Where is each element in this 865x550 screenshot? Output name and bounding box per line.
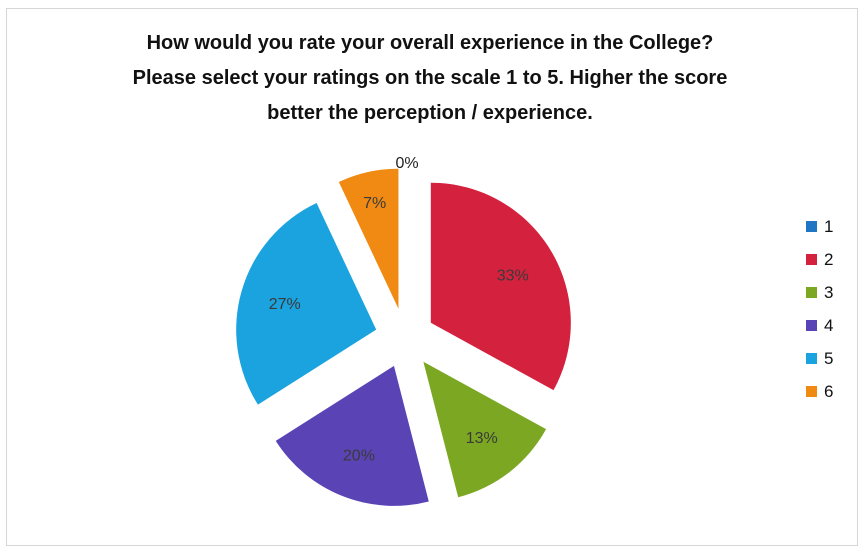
chart-legend: 1 2 3 4 5 6 <box>806 210 850 408</box>
pie-slice-4 <box>275 365 429 506</box>
legend-label-4: 4 <box>824 315 834 335</box>
legend-item-1: 1 <box>806 210 850 243</box>
pie-slice-2 <box>430 182 571 391</box>
data-label-4: 20% <box>343 447 375 464</box>
pie-slice-3 <box>423 361 547 498</box>
data-label-3: 13% <box>466 430 498 447</box>
chart-title: How would you rate your overall experien… <box>132 32 728 124</box>
legend-label-6: 6 <box>824 381 834 401</box>
legend-label-1: 1 <box>824 216 834 236</box>
legend-label-5: 5 <box>824 348 834 368</box>
legend-swatch-5 <box>806 353 817 364</box>
legend-item-6: 6 <box>806 375 850 408</box>
legend-item-5: 5 <box>806 342 850 375</box>
legend-swatch-4 <box>806 320 817 331</box>
legend-item-2: 2 <box>806 243 850 276</box>
legend-label-3: 3 <box>824 282 834 302</box>
legend-item-4: 4 <box>806 309 850 342</box>
data-label-5: 27% <box>269 296 301 313</box>
legend-item-3: 3 <box>806 276 850 309</box>
legend-swatch-2 <box>806 254 817 265</box>
data-label-2: 33% <box>497 267 529 284</box>
pie-slice-5 <box>236 202 377 405</box>
legend-label-2: 2 <box>824 249 834 269</box>
data-label-6: 7% <box>363 195 386 212</box>
legend-swatch-1 <box>806 221 817 232</box>
legend-swatch-3 <box>806 287 817 298</box>
pie-slice-6 <box>338 168 399 309</box>
data-label-1: 0% <box>395 155 418 172</box>
legend-swatch-6 <box>806 386 817 397</box>
